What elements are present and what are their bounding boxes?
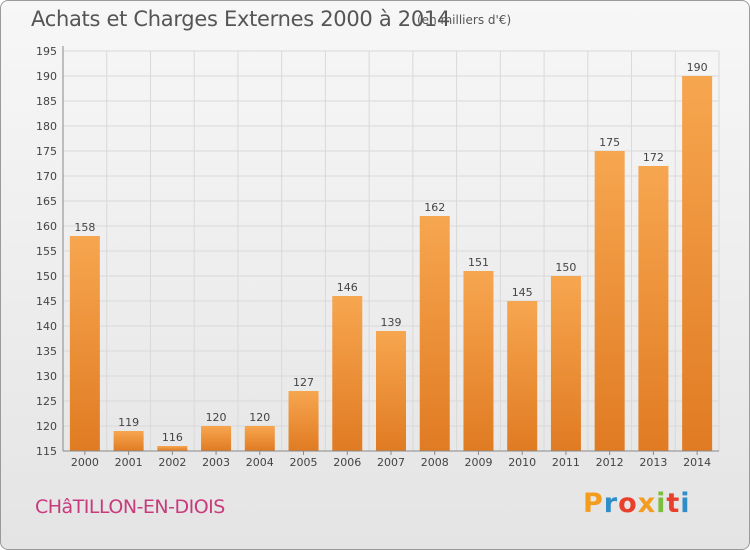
bar-2007 (376, 331, 406, 451)
logo-letter: r (603, 488, 619, 519)
x-tick-label: 2014 (683, 456, 711, 469)
x-tick-label: 2008 (421, 456, 449, 469)
logo-letter: i (680, 488, 691, 519)
data-label: 116 (162, 431, 183, 444)
x-tick-label: 2012 (596, 456, 624, 469)
data-label: 146 (337, 281, 358, 294)
logo-letter: P (583, 488, 604, 519)
chart-unit: (en milliers d'€) (417, 13, 512, 27)
bar-2005 (288, 391, 319, 451)
x-tick-label: 2005 (290, 456, 318, 469)
data-label: 120 (206, 411, 227, 424)
chart-title: Achats et Charges Externes 2000 à 2014 (31, 7, 451, 31)
y-tick-label: 185 (36, 95, 57, 108)
data-label: 127 (293, 376, 314, 389)
bar-2000 (69, 236, 100, 451)
x-tick-label: 2011 (552, 456, 580, 469)
bar-2004 (244, 426, 275, 451)
x-tick-label: 2000 (71, 456, 99, 469)
data-label: 150 (555, 261, 576, 274)
y-tick-label: 195 (36, 45, 57, 58)
y-tick-label: 125 (36, 395, 57, 408)
y-tick-label: 165 (36, 195, 57, 208)
city-name: CHâTILLON-EN-DIOIS (35, 496, 225, 518)
bar-2006 (332, 296, 363, 451)
y-tick-label: 160 (36, 220, 57, 233)
y-tick-label: 175 (36, 145, 57, 158)
logo-letter: o (618, 488, 638, 519)
logo-letter: t (666, 488, 681, 519)
y-tick-label: 145 (36, 295, 57, 308)
bar-layer (69, 76, 713, 451)
y-tick-label: 155 (36, 245, 57, 258)
bar-2010 (507, 301, 538, 451)
bar-2012 (594, 151, 625, 451)
bar-2009 (463, 271, 494, 451)
y-tick-label: 115 (36, 445, 57, 458)
y-tick-label: 190 (36, 70, 57, 83)
data-label: 190 (687, 61, 708, 74)
x-tick-label: 2001 (115, 456, 143, 469)
y-tick-label: 120 (36, 420, 57, 433)
bar-2002 (157, 446, 188, 451)
data-label: 175 (599, 136, 620, 149)
logo-letter: x (637, 488, 657, 519)
bar-2013 (638, 166, 669, 451)
data-label: 151 (468, 256, 489, 269)
proxiti-logo[interactable]: Proxiti (583, 488, 691, 519)
axis-layer: 1151201251301351401451501551601651701751… (36, 45, 719, 469)
bar-2011 (550, 276, 581, 451)
x-tick-label: 2013 (639, 456, 667, 469)
x-tick-label: 2004 (246, 456, 274, 469)
data-label: 162 (424, 201, 445, 214)
bar-2003 (201, 426, 232, 451)
x-tick-label: 2002 (158, 456, 186, 469)
data-label: 120 (249, 411, 270, 424)
data-label: 158 (74, 221, 95, 234)
y-tick-label: 170 (36, 170, 57, 183)
bar-2014 (682, 76, 713, 451)
y-tick-label: 150 (36, 270, 57, 283)
data-label: 139 (381, 316, 402, 329)
data-label: 145 (512, 286, 533, 299)
logo-letter: i (656, 488, 667, 519)
data-label: 119 (118, 416, 139, 429)
y-tick-label: 130 (36, 370, 57, 383)
x-tick-label: 2006 (333, 456, 361, 469)
bar-2001 (113, 431, 144, 451)
x-tick-label: 2009 (464, 456, 492, 469)
y-tick-label: 135 (36, 345, 57, 358)
y-tick-label: 140 (36, 320, 57, 333)
x-tick-label: 2010 (508, 456, 536, 469)
label-layer: 158 119 116 120 120 127 146 139 162 151 145 150 175 1… (74, 61, 707, 444)
x-tick-label: 2003 (202, 456, 230, 469)
x-tick-label: 2007 (377, 456, 405, 469)
data-label: 172 (643, 151, 664, 164)
bar-2008 (419, 216, 450, 451)
y-tick-label: 180 (36, 120, 57, 133)
